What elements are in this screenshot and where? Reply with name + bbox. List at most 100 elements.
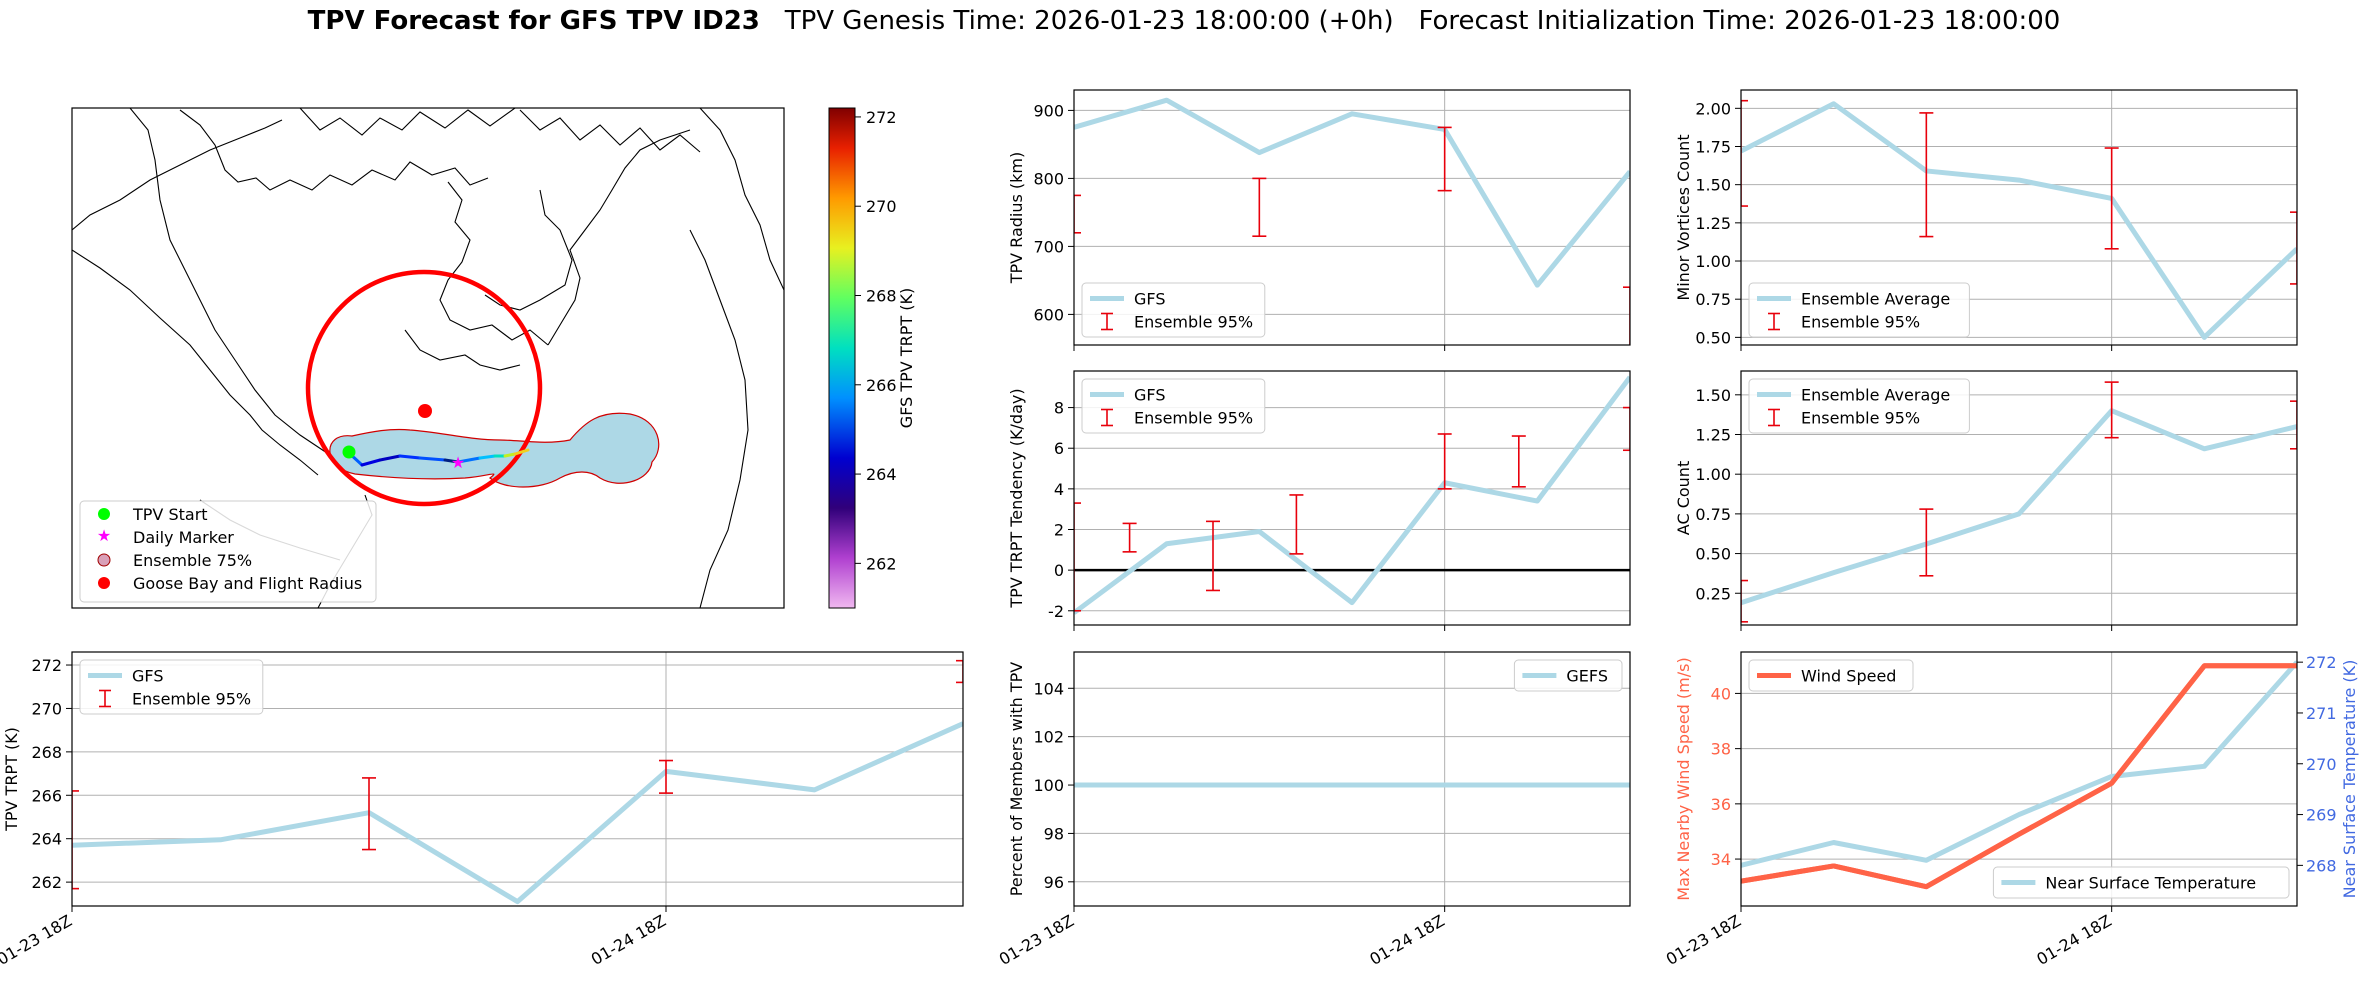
- errorbar: [1623, 286, 1630, 345]
- xtick-label: 01-24 18Z: [588, 911, 669, 969]
- y2tick-label: 272: [2306, 653, 2337, 672]
- legend-errorbar-icon: [1768, 408, 1780, 427]
- errorbar: [1289, 494, 1304, 555]
- ytick-label: 102: [1033, 728, 1064, 747]
- ytick-label: 1.50: [1695, 176, 1731, 195]
- coastline-alaska: [72, 119, 283, 231]
- ytick-label: 4: [1054, 480, 1064, 499]
- colorbar-tick-label: 272: [866, 108, 897, 127]
- colorbar: 262 264 266 268 270 272 GFS TPV TRPT (K): [828, 107, 916, 609]
- legend: GFS Ensemble 95%: [79, 659, 264, 715]
- errorbar: [1919, 508, 1934, 577]
- xtick-label: 01-23 18Z: [1663, 911, 1744, 969]
- ytick-label: 1.75: [1695, 137, 1731, 156]
- xtick-label: 01-23 18Z: [0, 911, 75, 969]
- ytick-label: 0.50: [1695, 545, 1731, 564]
- legend: Ensemble Average Ensemble 95%: [1748, 378, 1970, 434]
- colorbar-ticks: 262 264 266 268 270 272: [855, 108, 897, 573]
- ytick-label: 272: [31, 656, 62, 675]
- ytick-label: 800: [1033, 169, 1064, 188]
- legend-label: Ensemble 95%: [132, 690, 251, 709]
- coastline-greenland-east: [689, 229, 749, 608]
- ytick-label: 0: [1054, 561, 1064, 580]
- ytick-label: 40: [1711, 684, 1731, 703]
- coastline-greenland: [699, 108, 784, 291]
- errorbar: [2104, 381, 2119, 439]
- series-wind-speed: [1741, 663, 2297, 890]
- plot-area: [1741, 99, 2297, 340]
- series-wind-speed-top: [1741, 663, 2297, 890]
- legend-ensemble-75: Ensemble 75%: [133, 551, 252, 570]
- legend-ensemble-icon: [97, 553, 111, 567]
- ensemble-75-region: [329, 412, 660, 488]
- errorbar: [362, 777, 376, 851]
- errorbar: [1511, 435, 1526, 488]
- ytick-label: 0.75: [1695, 505, 1731, 524]
- legend: Ensemble Average Ensemble 95%: [1748, 282, 1970, 338]
- coastline-arctic: [179, 109, 489, 191]
- ytick-label: 98: [1044, 824, 1064, 843]
- legend: Wind Speed: [1748, 659, 1914, 692]
- plot-area: [1074, 97, 1630, 345]
- ytick-label: 36: [1711, 795, 1731, 814]
- coastline-west: [72, 249, 319, 476]
- legend-label: GFS: [132, 667, 163, 686]
- ytick-label: 100: [1033, 776, 1064, 795]
- plot-area: [72, 659, 963, 905]
- legend-label: GFS: [1134, 290, 1165, 309]
- colorbar-tick-label: 264: [866, 465, 897, 484]
- ytick-label: 6: [1054, 439, 1064, 458]
- xtick-label: 01-24 18Z: [2033, 911, 2114, 969]
- y-axis-label: Percent of Members with TPV: [1007, 662, 1026, 896]
- y-axis-label: Max Nearby Wind Speed (m/s): [1674, 657, 1693, 900]
- series-gfs: [1074, 97, 1630, 288]
- ytick-label: 2.00: [1695, 99, 1731, 118]
- axes-frame: [1740, 89, 2298, 346]
- legend: GFS Ensemble 95%: [1081, 378, 1266, 434]
- series-gfs: [72, 721, 963, 905]
- title-bold: TPV Forecast for GFS TPV ID23: [307, 6, 760, 36]
- chart-trpt: 262 264 266 268 270 272 01-23 18Z 01-24 18Z TPV …: [0, 651, 964, 969]
- y2-axis-label: Near Surface Temperature (K): [2340, 660, 2359, 899]
- legend-daily-marker: Daily Marker: [133, 528, 234, 547]
- legend-errorbar-icon: [1101, 408, 1113, 427]
- legend-errorbar-icon: [99, 689, 111, 708]
- ytick-label: 1.00: [1695, 252, 1731, 271]
- ytick-label: 0.75: [1695, 290, 1731, 309]
- plot-area: [1741, 660, 2297, 890]
- ytick-label: 0.25: [1695, 584, 1731, 603]
- axes-frame: [71, 651, 964, 907]
- ytick-label: 2: [1054, 520, 1064, 539]
- chart-ac: 0.25 0.50 0.75 1.00 1.25 1.50 AC Count Ensemble…: [1674, 370, 2298, 631]
- ytick-label: 264: [31, 830, 62, 849]
- axes-frame: [1073, 370, 1631, 626]
- colorbar-tick-label: 266: [866, 376, 897, 395]
- chart-radius: 600 700 800 900 TPV Radius (km) GFS Ensemble 9…: [1007, 89, 1631, 351]
- ytick-label: 1.25: [1695, 214, 1731, 233]
- errorbar: [1074, 194, 1081, 234]
- figure-title: TPV Forecast for GFS TPV ID23 TPV Genesi…: [0, 6, 2368, 36]
- errorbar: [1206, 520, 1220, 592]
- ytick-label: 266: [31, 786, 62, 805]
- series-ensemble-average: [1741, 408, 2297, 606]
- legend-errorbar-icon: [1101, 312, 1113, 331]
- errorbar: [956, 659, 963, 684]
- legend-label: Ensemble 95%: [1134, 313, 1253, 332]
- coastline-labrador: [404, 329, 521, 371]
- coastline-hudson: [439, 181, 549, 346]
- axes-frame: [1740, 651, 2298, 907]
- plot-area: [1741, 381, 2297, 623]
- y2tick-label: 269: [2306, 806, 2337, 825]
- ytick-label: 0.50: [1695, 328, 1731, 347]
- plot-area: [1074, 375, 1630, 615]
- y-axis-label: Minor Vortices Count: [1674, 134, 1693, 300]
- border-canada-alaska: [129, 108, 356, 471]
- ytick-label: 96: [1044, 873, 1064, 892]
- ytick-label: 262: [31, 873, 62, 892]
- legend: Near Surface Temperature: [1992, 866, 2290, 899]
- coastline-baffin: [547, 129, 691, 346]
- ytick-label: 1.25: [1695, 426, 1731, 445]
- arctic-islands-east: [519, 109, 701, 153]
